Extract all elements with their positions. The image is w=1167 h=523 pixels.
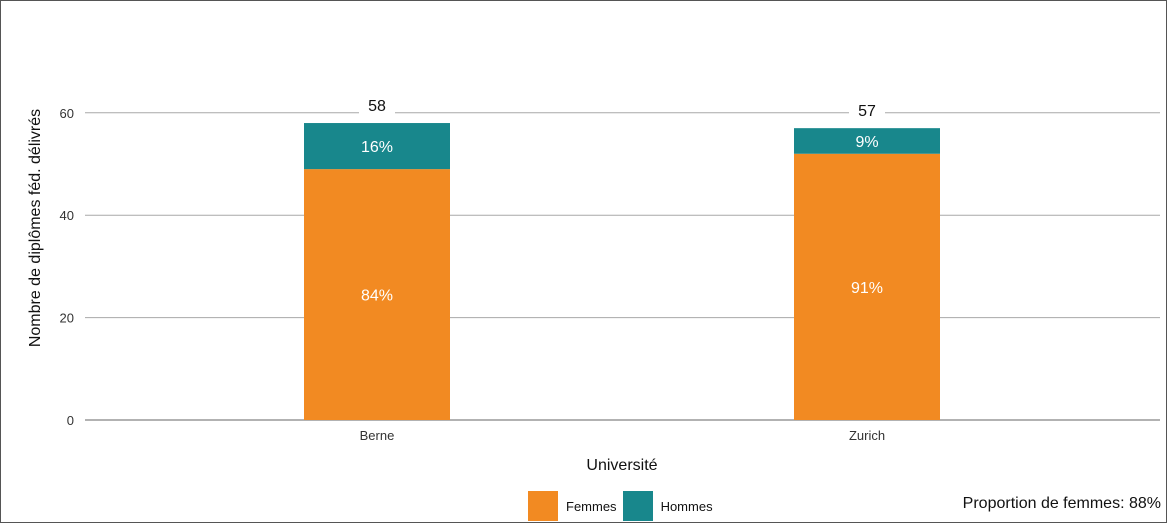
total-label: 57: [858, 103, 876, 120]
bars: [304, 123, 940, 420]
segment-label: 84%: [361, 288, 393, 305]
legend-label-femmes: Femmes: [566, 498, 617, 514]
legend-swatch-hommes: [622, 491, 653, 521]
labels: 0 20 40 60 84% 16% 58 Berne 91% 9% 57 Zurich: [60, 97, 885, 443]
y-axis-title: Nombre de diplômes féd. délivrés: [27, 109, 44, 347]
total-label-bg: [359, 97, 395, 118]
y-tick-label: 60: [60, 106, 74, 121]
segment-label: 9%: [855, 134, 878, 151]
bar-femmes-berne: [304, 169, 450, 420]
segment-label: 16%: [361, 139, 393, 156]
x-axis-title: Université: [586, 457, 657, 474]
total-label-bg: [849, 102, 885, 123]
female-proportion-note: Proportion de femmes: 88%: [962, 495, 1161, 512]
legend-swatch-femmes: [528, 491, 558, 521]
bar-hommes-zurich: [794, 128, 940, 154]
legend-label-hommes: Hommes: [660, 498, 713, 514]
bar-hommes-berne: [304, 123, 450, 170]
legend: Femmes Hommes: [528, 491, 719, 521]
y-tick-label: 40: [60, 208, 74, 223]
grid-lines: [85, 112, 1160, 421]
x-tick-label: Zurich: [849, 428, 885, 443]
legend-item-hommes: Hommes: [622, 491, 713, 521]
y-tick-label: 0: [67, 413, 74, 428]
bar-femmes-zurich: [794, 153, 940, 420]
y-tick-label: 20: [60, 311, 74, 326]
total-label: 58: [368, 98, 386, 115]
legend-item-femmes: Femmes: [528, 491, 617, 521]
x-tick-label: Berne: [360, 428, 395, 443]
segment-label: 91%: [851, 280, 883, 297]
